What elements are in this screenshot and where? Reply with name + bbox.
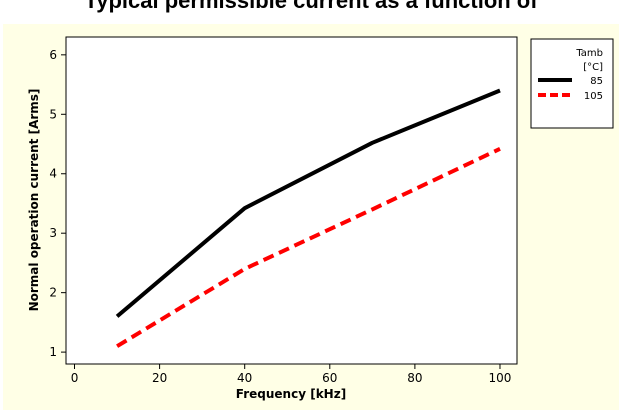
legend-title-line-1: Tamb — [575, 48, 603, 59]
x-tick-label: 40 — [237, 371, 252, 385]
y-tick-label: 3 — [49, 226, 57, 240]
plot-area — [65, 36, 518, 365]
y-tick-label: 2 — [49, 286, 57, 300]
series-layer — [115, 88, 501, 348]
x-tick-label: 80 — [407, 371, 422, 385]
y-tick-label: 6 — [49, 48, 57, 62]
x-tick-label: 100 — [489, 371, 512, 385]
x-tick-label: 0 — [71, 371, 79, 385]
x-axis-label: Frequency [kHz] — [236, 387, 346, 401]
y-tick-label: 5 — [49, 107, 57, 121]
axes: 0 20 40 60 80 100 1 2 3 4 5 6 — [49, 48, 511, 385]
legend-box — [530, 38, 614, 129]
series-line-85 — [115, 88, 501, 318]
legend-title-line-2: [°C] — [583, 62, 603, 73]
y-tick-label: 4 — [49, 167, 57, 181]
legend-label-105: 105 — [584, 91, 603, 102]
y-tick-label: 1 — [49, 345, 57, 359]
x-tick-label: 20 — [152, 371, 167, 385]
legend-label-85: 85 — [590, 76, 603, 87]
chart-title: Typical permissible current as a functio… — [84, 0, 538, 13]
x-tick-label: 60 — [322, 371, 337, 385]
y-axis-label: Normal operation current [Arms] — [27, 89, 41, 312]
series-line-105 — [116, 146, 501, 348]
